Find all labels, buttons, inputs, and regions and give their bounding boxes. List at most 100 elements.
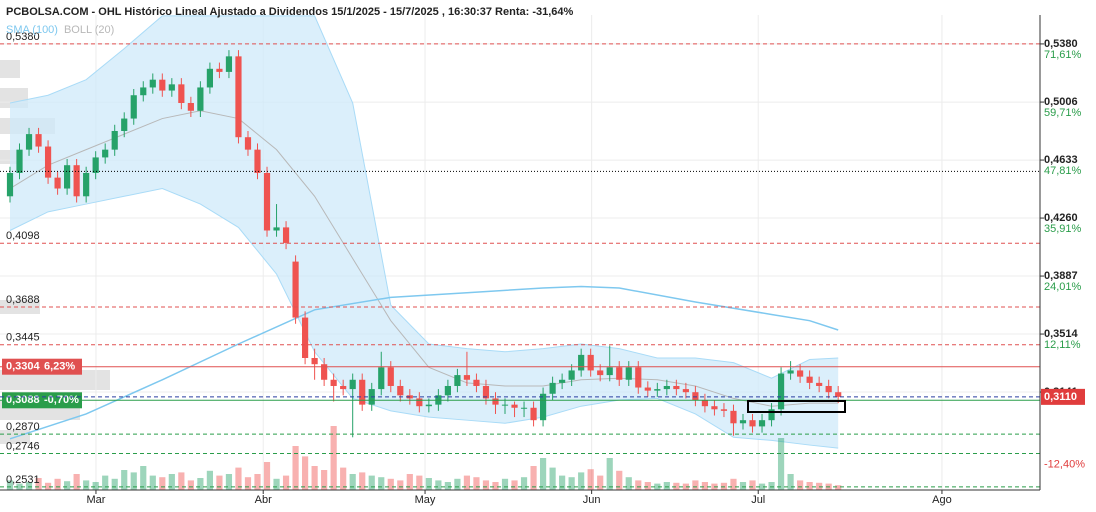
- level-change: 6,23%: [44, 361, 75, 373]
- candle-body: [44, 146, 52, 178]
- volume-bar: [597, 475, 604, 490]
- y-tick-label: 0,4260: [1044, 212, 1078, 224]
- volume-bar: [244, 477, 252, 490]
- level-label: 0,3304: [6, 361, 41, 373]
- candle-body: [349, 379, 356, 390]
- candle-body: [692, 392, 699, 400]
- volume-bar: [406, 474, 413, 490]
- candle-body: [482, 385, 490, 399]
- candle-body: [654, 389, 661, 391]
- volume-bar: [625, 477, 632, 490]
- pct-label: 24,01%: [1044, 281, 1082, 293]
- candle-body: [16, 149, 23, 173]
- candle-body: [587, 354, 594, 371]
- candle-body: [673, 385, 680, 390]
- volume-bar: [292, 446, 299, 490]
- volume-bar: [378, 477, 385, 490]
- volume-bar: [473, 477, 480, 490]
- candle-body: [340, 385, 347, 390]
- candle-body: [816, 382, 823, 386]
- volume-bar: [387, 478, 394, 490]
- volume-bar: [644, 482, 651, 490]
- volume-bar: [6, 480, 14, 490]
- volume-bar: [140, 466, 147, 490]
- volume-bar: [235, 467, 242, 490]
- candle-body: [121, 118, 128, 131]
- plot-area: [6, 15, 842, 490]
- volume-bar: [368, 475, 375, 490]
- candle-body: [130, 95, 137, 119]
- volume-bar: [730, 478, 737, 490]
- volume-bar: [302, 456, 309, 490]
- volume-bar: [768, 482, 775, 490]
- level-label: 0,2746: [6, 440, 40, 452]
- candle-body: [463, 375, 471, 380]
- candle-body: [777, 373, 785, 410]
- y-tick-label: 0,3887: [1044, 270, 1078, 282]
- candle-body: [140, 87, 147, 96]
- volume-bar: [92, 482, 99, 490]
- candle-body: [187, 103, 194, 111]
- volume-bar: [397, 480, 404, 490]
- bollinger-band: [9, 15, 839, 449]
- candle-body: [749, 420, 756, 427]
- candle-body: [549, 382, 556, 394]
- candle-body: [501, 404, 509, 406]
- volume-bar: [749, 480, 756, 490]
- volume-bar: [225, 474, 233, 490]
- volume-bar: [282, 475, 290, 490]
- volume-bar: [654, 483, 661, 490]
- level-label: 0,3445: [6, 332, 40, 344]
- volume-bar: [559, 475, 566, 490]
- bollinger-upper: [9, 15, 839, 379]
- candle-body: [768, 409, 775, 421]
- candle-body: [644, 387, 651, 391]
- level-change: -0,70%: [44, 394, 79, 406]
- candle-body: [387, 367, 394, 386]
- candle-body: [835, 392, 842, 397]
- volume-bar: [520, 477, 528, 490]
- volume-bar: [54, 478, 61, 490]
- volume-bar: [444, 482, 451, 490]
- y-tick-label: 0,5006: [1044, 96, 1078, 108]
- volume-bar: [739, 482, 747, 490]
- legend-entry: SMA (100): [6, 24, 58, 36]
- candle-body: [701, 399, 709, 407]
- y-tick-label: 0,4633: [1044, 154, 1078, 166]
- candle-body: [520, 407, 528, 409]
- volume-bar: [121, 470, 128, 490]
- volume-bar: [321, 470, 328, 490]
- candle-body: [539, 393, 547, 421]
- volume-bar: [435, 480, 442, 490]
- candle-body: [739, 420, 747, 424]
- volume-bar: [349, 474, 356, 490]
- candle-body: [64, 165, 71, 189]
- volume-bar: [616, 470, 623, 490]
- candle-body: [73, 165, 80, 197]
- volume-bar: [416, 475, 423, 490]
- candle-body: [711, 406, 718, 410]
- candle-body: [244, 137, 252, 150]
- candle-body: [530, 407, 537, 421]
- candle-body: [663, 385, 670, 390]
- volume-bar: [273, 478, 280, 490]
- volume-bar: [539, 458, 547, 490]
- candle-body: [254, 149, 261, 173]
- highlight-box: [747, 400, 846, 413]
- candle-body: [444, 385, 451, 396]
- candle-body: [302, 317, 309, 358]
- volume-bar: [511, 480, 518, 490]
- volume-bar: [159, 477, 166, 490]
- pct-label: 35,91%: [1044, 223, 1082, 235]
- volume-bar: [463, 475, 471, 490]
- volume-bar: [578, 472, 585, 490]
- candle-body: [425, 404, 432, 407]
- pct-label: 59,71%: [1044, 107, 1082, 119]
- candle-body: [330, 379, 337, 386]
- candle-body: [616, 367, 623, 380]
- volume-bar: [130, 472, 137, 490]
- candle-body: [806, 376, 813, 383]
- candle-body: [454, 375, 461, 386]
- y-tick-label: 0,3514: [1044, 328, 1079, 340]
- overlay: 0,5380 0,5006 0,4633 0,4260 0,3887 0,3514 0,31…: [0, 31, 1085, 506]
